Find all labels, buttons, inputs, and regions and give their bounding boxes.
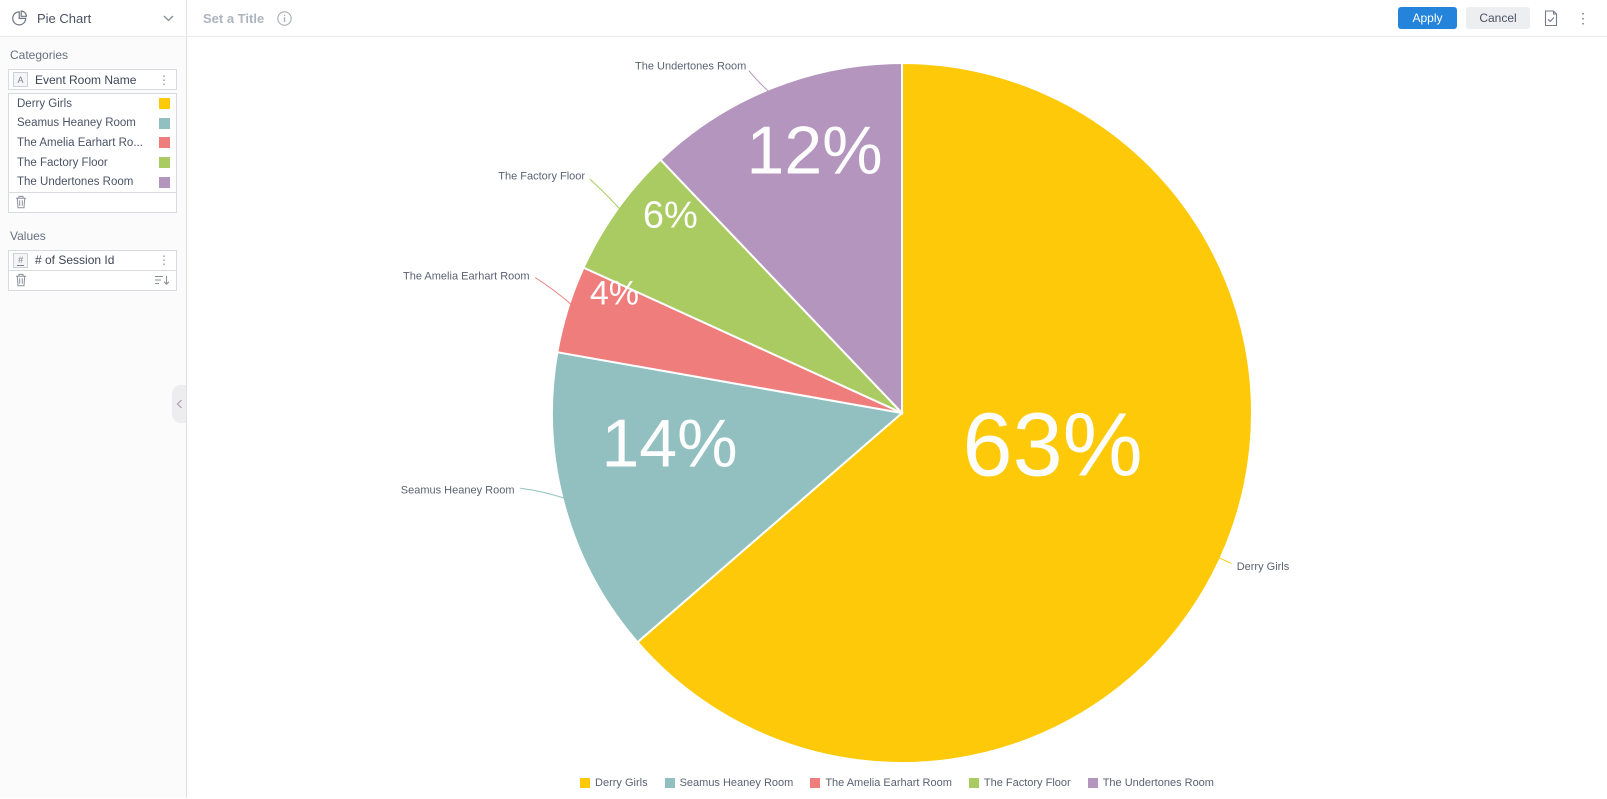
category-item-label: The Factory Floor (17, 156, 108, 169)
chart-legend: Derry Girls Seamus Heaney Room The Amelia … (187, 777, 1607, 789)
trash-icon[interactable] (15, 273, 27, 287)
legend-item-the-undertones-room[interactable]: The Undertones Room (1087, 777, 1214, 789)
values-field-name: # of Session Id (35, 253, 115, 268)
slice-name-label-the-factory-floor: The Factory Floor (498, 171, 585, 183)
slice-name-label-derry-girls: Derry Girls (1237, 561, 1290, 573)
category-color-swatch[interactable] (159, 176, 170, 188)
categories-section-label: Categories (10, 48, 69, 62)
collapse-sidebar-icon[interactable] (172, 385, 186, 423)
legend-label: The Amelia Earhart Room (825, 777, 952, 789)
numeric-attribute-icon: # (13, 252, 28, 268)
export-report-icon[interactable] (1539, 8, 1563, 29)
legend-item-seamus-heaney-room[interactable]: Seamus Heaney Room (664, 777, 794, 789)
values-section-label: Values (10, 228, 46, 243)
chart-canvas: Derry Girls 63% Seamus Heaney Room 14% The A… (187, 37, 1607, 798)
category-item-label: Derry Girls (17, 97, 72, 110)
category-item-derry-girls[interactable]: Derry Girls (9, 94, 176, 114)
pie-slice-the-undertones-room[interactable] (659, 61, 903, 416)
label-connector (534, 277, 574, 307)
category-item-label: The Undertones Room (17, 176, 134, 189)
legend-item-derry-girls[interactable]: Derry Girls (580, 777, 648, 789)
category-color-swatch[interactable] (159, 137, 170, 149)
slice-name-label-seamus-heaney-room: Seamus Heaney Room (401, 484, 515, 496)
cancel-button[interactable]: Cancel (1466, 7, 1530, 29)
trash-icon[interactable] (15, 195, 27, 209)
pie-chart-icon (11, 9, 28, 27)
slice-percent-label-the-undertones-room: 12% (747, 113, 883, 189)
widget-title-input[interactable]: Set a Title (203, 10, 265, 26)
label-connector (520, 487, 567, 500)
category-item-label: Seamus Heaney Room (17, 117, 136, 130)
label-connector (748, 70, 771, 94)
kebab-menu-icon[interactable]: ⋮ (158, 253, 170, 268)
slice-percent-label-derry-girls: 63% (963, 395, 1143, 495)
values-drop-zone[interactable] (8, 269, 177, 291)
legend-item-the-amelia-earhart-room[interactable]: The Amelia Earhart Room (810, 777, 952, 789)
categories-field-name: Event Room Name (35, 72, 137, 87)
values-field[interactable]: # # of Session Id ⋮ (8, 249, 177, 271)
category-color-swatch[interactable] (159, 157, 170, 169)
legend-swatch (968, 778, 979, 788)
slice-percent-label-the-amelia-earhart-room: 4% (590, 274, 639, 312)
slice-percent-label-the-factory-floor: 6% (643, 194, 698, 236)
category-item-the-factory-floor[interactable]: The Factory Floor (9, 153, 176, 173)
slice-name-label-the-undertones-room: The Undertones Room (635, 60, 746, 72)
category-values-list: Derry Girls Seamus Heaney Room The Amelia … (8, 93, 177, 193)
top-bar: Pie Chart Set a Title Apply Cancel ⋮ (0, 0, 1607, 37)
category-item-the-undertones-room[interactable]: The Undertones Room (9, 172, 176, 192)
apply-button[interactable]: Apply (1398, 7, 1457, 29)
category-color-swatch[interactable] (159, 117, 170, 129)
category-item-the-amelia-earhart-ro[interactable]: The Amelia Earhart Ro... (9, 133, 176, 153)
widget-type-label: Pie Chart (37, 10, 92, 26)
kebab-menu-icon[interactable]: ⋮ (1572, 9, 1594, 27)
label-connector (1216, 556, 1232, 564)
legend-label: Derry Girls (595, 777, 648, 789)
widget-designer-panel: Categories A Event Room Name ⋮ Derry Gir… (0, 37, 187, 798)
category-item-seamus-heaney-room[interactable]: Seamus Heaney Room (9, 114, 176, 134)
kebab-menu-icon[interactable]: ⋮ (158, 72, 170, 87)
widget-type-selector[interactable]: Pie Chart (0, 0, 187, 36)
legend-label: The Factory Floor (983, 777, 1071, 789)
categories-field[interactable]: A Event Room Name ⋮ (8, 69, 177, 90)
categories-drop-zone[interactable] (8, 191, 177, 213)
chevron-down-icon[interactable] (163, 15, 174, 22)
legend-label: The Undertones Room (1102, 777, 1214, 789)
legend-swatch (664, 778, 675, 788)
legend-swatch (810, 778, 821, 788)
legend-swatch (1087, 778, 1098, 788)
pie-slice-the-factory-floor[interactable] (582, 158, 903, 414)
info-icon[interactable] (277, 10, 292, 26)
pie-chart: Derry Girls 63% Seamus Heaney Room 14% The A… (401, 60, 1290, 764)
legend-item-the-factory-floor[interactable]: The Factory Floor (968, 777, 1071, 789)
legend-label: Seamus Heaney Room (679, 777, 794, 789)
pie-slice-seamus-heaney-room[interactable] (550, 351, 905, 644)
text-attribute-icon: A (13, 72, 28, 87)
slice-name-label-the-amelia-earhart-room: The Amelia Earhart Room (403, 270, 530, 282)
category-color-swatch[interactable] (159, 98, 170, 110)
legend-swatch (580, 778, 591, 788)
slice-percent-label-seamus-heaney-room: 14% (601, 405, 737, 481)
sort-icon[interactable] (154, 275, 170, 286)
label-connector (589, 178, 622, 211)
category-item-label: The Amelia Earhart Ro... (17, 136, 143, 149)
